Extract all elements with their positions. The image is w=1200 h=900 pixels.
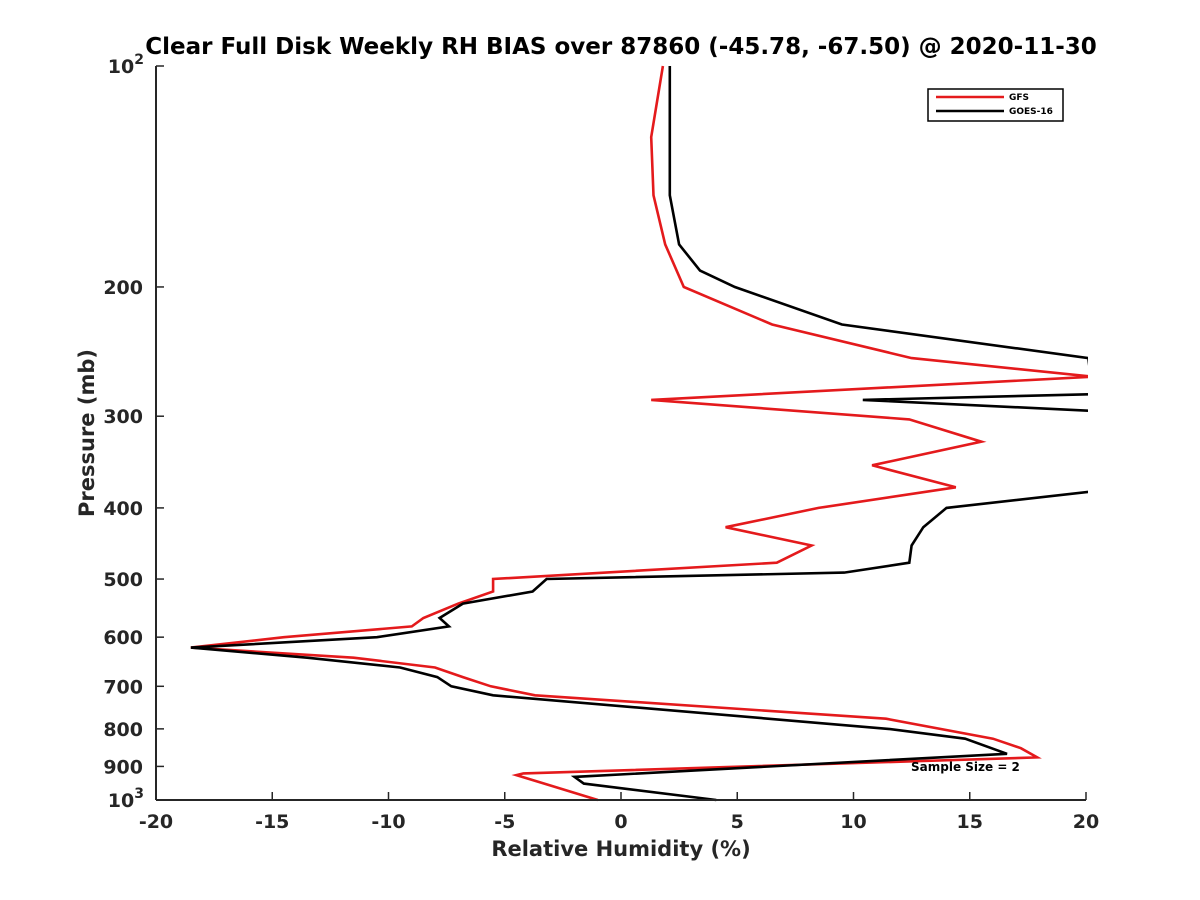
x-tick-label: 5 xyxy=(731,811,744,833)
y-tick-label: 900 xyxy=(103,756,143,778)
series-group xyxy=(190,65,1088,802)
y-tick-label: 300 xyxy=(103,406,143,428)
series-line-goes16 xyxy=(190,66,1088,802)
y-tick-label: 600 xyxy=(103,627,143,649)
y-tick-label-top: 102 xyxy=(108,52,144,78)
y-tick-label: 500 xyxy=(103,569,143,591)
series-line-gfs xyxy=(190,65,1088,802)
y-tick-label: 800 xyxy=(103,719,143,741)
y-tick-label: 700 xyxy=(103,676,143,698)
legend: GFS GOES-16 xyxy=(927,88,1064,122)
x-tick-label: 10 xyxy=(840,811,866,833)
x-tick-label: -10 xyxy=(371,811,405,833)
legend-label-goes16: GOES-16 xyxy=(1009,107,1053,117)
y-tick-label-bottom-exponent: 3 xyxy=(134,786,144,802)
y-tick-label-top-exponent: 2 xyxy=(134,52,144,68)
x-axis-label: Relative Humidity (%) xyxy=(491,837,750,861)
chart-title: Clear Full Disk Weekly RH BIAS over 8786… xyxy=(145,34,1097,60)
y-tick-label: 400 xyxy=(103,498,143,520)
x-tick-label: 15 xyxy=(957,811,983,833)
y-tick-label: 200 xyxy=(103,277,143,299)
x-tick-label: 0 xyxy=(614,811,627,833)
plot-area: -20 -15 -10 -5 0 5 10 15 20 200 300 400 500 600 700 800… xyxy=(103,52,1099,833)
y-axis-label: Pressure (mb) xyxy=(75,349,99,517)
y-tick-label-bottom: 103 xyxy=(108,786,144,812)
x-tick-label: -15 xyxy=(255,811,289,833)
legend-box xyxy=(927,88,1064,122)
x-tick-label: -20 xyxy=(139,811,173,833)
y-tick-label-top-base: 10 xyxy=(108,56,134,78)
y-tick-label-bottom-base: 10 xyxy=(108,790,134,812)
x-tick-label: -5 xyxy=(494,811,515,833)
sample-size-annotation: Sample Size = 2 xyxy=(911,760,1020,774)
x-tick-label: 20 xyxy=(1073,811,1099,833)
legend-label-gfs: GFS xyxy=(1009,93,1029,103)
